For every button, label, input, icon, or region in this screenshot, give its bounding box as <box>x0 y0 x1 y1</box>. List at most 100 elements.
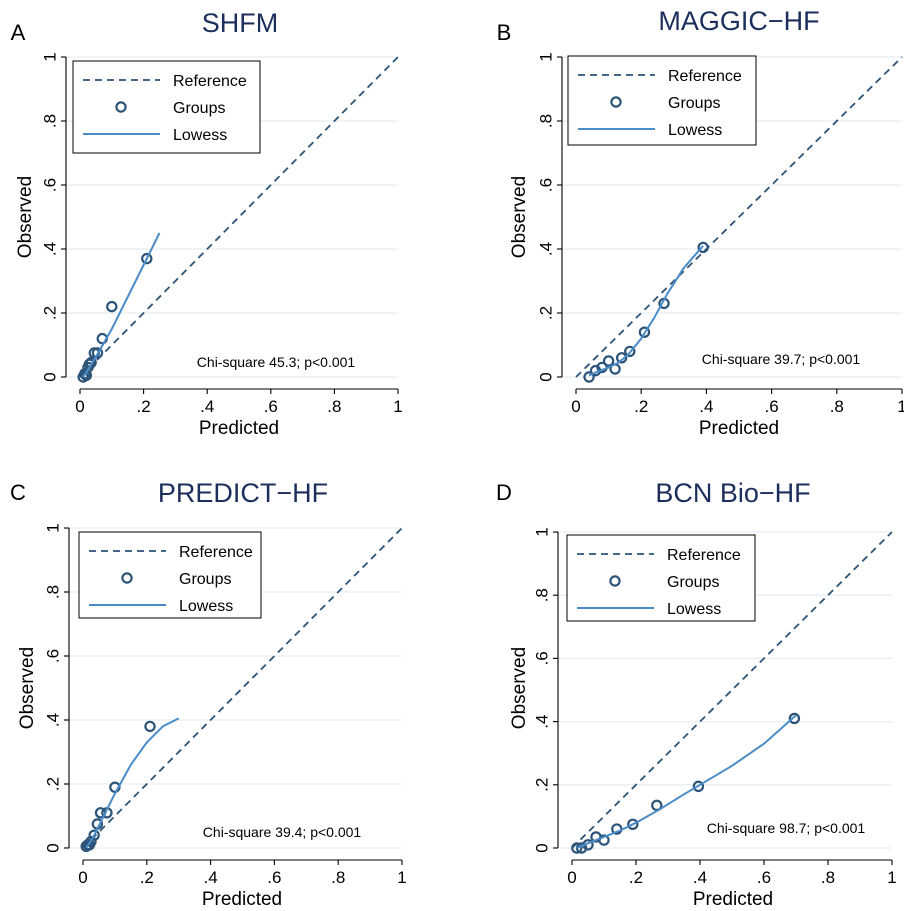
lowess-line <box>576 714 797 849</box>
x-tick-label: .6 <box>765 397 779 416</box>
y-axis-title: Observed <box>509 647 530 729</box>
x-tick-label: .2 <box>629 868 643 887</box>
reference-line <box>79 56 399 378</box>
legend-label: Groups <box>173 100 225 117</box>
x-axis-title: Predicted <box>693 889 773 910</box>
chi-square-annotation: Chi-square 39.4; p<0.001 <box>203 824 362 840</box>
y-tick-label: 1 <box>40 52 59 61</box>
group-point <box>788 712 801 725</box>
chart-title: SHFM <box>202 8 279 38</box>
chi-square-annotation: Chi-square 98.7; p<0.001 <box>707 820 866 836</box>
chart-title: MAGGIC−HF <box>658 6 819 36</box>
group-point <box>144 720 156 733</box>
x-tick-label: .8 <box>821 868 835 887</box>
x-tick-label: .4 <box>699 397 713 416</box>
legend-label: Lowess <box>668 122 722 139</box>
chart-title: PREDICT−HF <box>158 478 328 508</box>
y-tick-label: 0 <box>40 372 59 381</box>
reference-line <box>571 531 893 849</box>
reference-line <box>575 56 903 378</box>
legend-label: Lowess <box>179 598 233 615</box>
y-tick-label: .4 <box>43 713 62 727</box>
y-tick-label: .2 <box>532 778 551 792</box>
x-tick-label: .6 <box>757 868 771 887</box>
x-tick-label: 0 <box>571 397 580 416</box>
legend: Reference Groups Lowess <box>72 60 261 154</box>
y-tick-label: .4 <box>40 242 59 256</box>
group-point <box>571 842 583 854</box>
x-tick-label: .4 <box>204 868 218 887</box>
legend-label: Lowess <box>173 127 227 144</box>
legend-label: Groups <box>667 574 719 591</box>
x-axis-title: Predicted <box>699 418 779 439</box>
y-tick-label: 1 <box>43 523 62 532</box>
lowess-line <box>588 245 704 377</box>
x-tick-label: .4 <box>693 868 707 887</box>
legend-label: Reference <box>668 68 742 85</box>
x-tick-label: 1 <box>887 868 896 887</box>
legend: Reference Groups Lowess <box>567 55 757 146</box>
y-tick-label: .2 <box>40 306 59 320</box>
x-tick-label: .2 <box>140 868 154 887</box>
legend: Reference Groups Lowess <box>78 531 262 619</box>
y-tick-label: .4 <box>536 242 555 256</box>
group-point <box>85 356 97 369</box>
y-tick-label: .8 <box>532 588 551 602</box>
y-tick-label: 1 <box>536 52 555 61</box>
group-point <box>638 326 651 338</box>
y-tick-label: 0 <box>536 372 555 381</box>
x-tick-label: .8 <box>327 397 341 416</box>
legend: Reference Groups Lowess <box>566 534 756 622</box>
x-tick-label: .6 <box>267 868 281 887</box>
y-tick-label: .4 <box>532 715 551 729</box>
group-point <box>106 300 118 313</box>
x-axis-title: Predicted <box>202 889 282 910</box>
panel-label: A <box>11 20 26 45</box>
y-tick-label: .8 <box>536 114 555 128</box>
group-point <box>91 347 104 359</box>
x-tick-label: 1 <box>393 397 402 416</box>
lowess-line <box>82 232 161 378</box>
y-tick-label: .8 <box>43 585 62 599</box>
panel-d: 0 .2 .4 .6 .8 1 0 .2 .4 .6 .8 1 Predicted Observed BCN… <box>496 478 897 910</box>
x-tick-label: 1 <box>897 397 904 416</box>
legend-box <box>567 55 757 146</box>
legend-groups-swatch <box>121 572 133 584</box>
legend-label: Groups <box>179 571 231 588</box>
legend-groups-swatch <box>609 575 621 587</box>
y-tick-label: .8 <box>40 114 59 128</box>
group-point <box>141 252 153 265</box>
group-point <box>624 345 636 358</box>
x-tick-label: .8 <box>331 868 345 887</box>
y-tick-label: .6 <box>536 178 555 192</box>
group-point <box>602 355 615 367</box>
y-tick-label: .2 <box>43 777 62 791</box>
y-tick-label: 0 <box>532 843 551 852</box>
panel-b: 0 .2 .4 .6 .8 1 0 .2 .4 .6 .8 1 Predicted Observed MAG… <box>497 6 904 439</box>
legend-label: Lowess <box>667 601 721 618</box>
y-tick-label: 0 <box>43 843 62 852</box>
y-axis-title: Observed <box>15 176 36 258</box>
legend-groups-swatch <box>610 96 622 108</box>
group-point <box>627 818 639 831</box>
panel-label: D <box>496 480 512 505</box>
panel-c: 0 .2 .4 .6 .8 1 0 .2 .4 .6 .8 1 Predicted Observed PRE… <box>10 478 407 910</box>
legend-box <box>78 531 262 619</box>
x-axis-title: Predicted <box>199 418 279 439</box>
legend-label: Groups <box>668 95 720 112</box>
group-point <box>598 834 610 846</box>
y-tick-label: .2 <box>536 306 555 320</box>
chi-square-annotation: Chi-square 39.7; p<0.001 <box>702 351 861 367</box>
group-point <box>697 241 709 254</box>
y-tick-label: .6 <box>40 178 59 192</box>
x-tick-label: 0 <box>78 868 87 887</box>
legend-groups-swatch <box>115 101 127 113</box>
legend-label: Reference <box>173 73 247 90</box>
group-point <box>692 780 705 793</box>
y-axis-title: Observed <box>17 647 38 729</box>
panel-label: B <box>497 20 512 45</box>
panel-label: C <box>10 480 26 505</box>
group-point <box>615 352 628 364</box>
chart-title: BCN Bio−HF <box>655 478 810 508</box>
